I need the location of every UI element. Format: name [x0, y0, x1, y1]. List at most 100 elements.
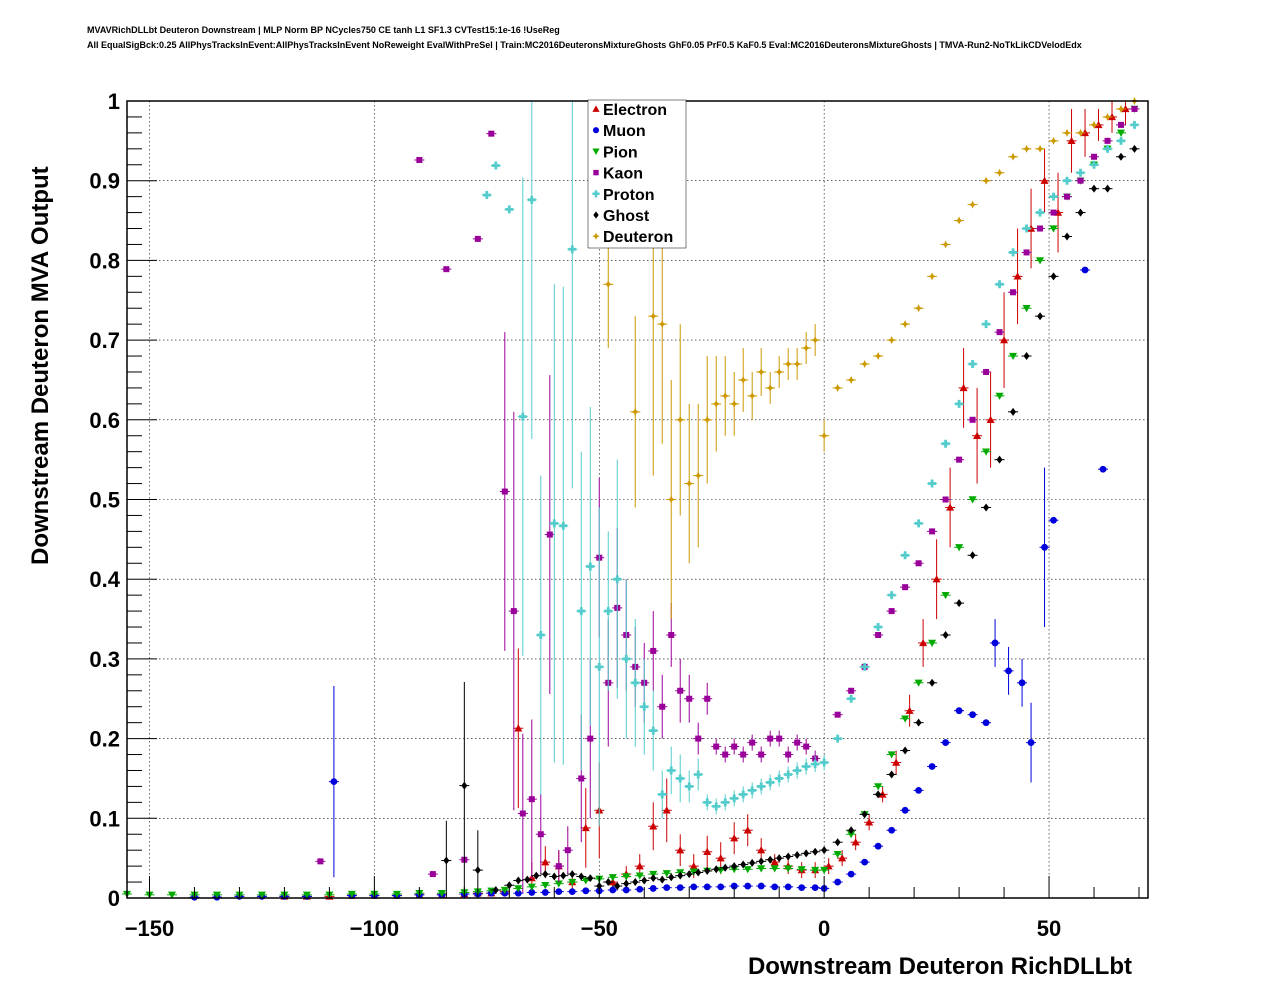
- data-point: [482, 191, 491, 200]
- data-point: [641, 876, 648, 885]
- data-point: [991, 639, 999, 647]
- data-point: [658, 790, 667, 799]
- data-point: [518, 412, 527, 421]
- data-point: [578, 872, 585, 881]
- data-point: [749, 739, 756, 746]
- data-point: [650, 874, 657, 883]
- data-point: [659, 875, 666, 884]
- data-point: [1091, 184, 1098, 193]
- data-point: [851, 838, 860, 846]
- data-point: [1037, 225, 1044, 232]
- data-point: [812, 847, 819, 856]
- data-point: [662, 806, 671, 814]
- data-point: [811, 760, 820, 769]
- data-point: [784, 883, 792, 891]
- data-point: [802, 344, 811, 353]
- axis-tick-labels: −150 −100 −50 0 50 0 0.1 0.2 0.3 0.4 0.5 0.6 0.7 0.8 0…: [89, 89, 1061, 941]
- data-point: [568, 888, 576, 896]
- data-point: [461, 781, 468, 790]
- data-point: [554, 880, 563, 888]
- data-point: [587, 874, 594, 883]
- y-tick-label: 0.9: [89, 169, 120, 194]
- data-point: [959, 383, 968, 392]
- legend-marker-deuteron: [592, 232, 600, 240]
- data-point: [929, 528, 936, 535]
- data-point: [739, 790, 748, 799]
- data-point: [514, 885, 523, 893]
- data-point: [744, 882, 752, 890]
- data-point: [848, 687, 855, 694]
- data-point: [703, 847, 712, 855]
- data-point: [1099, 465, 1107, 473]
- data-point: [721, 391, 730, 400]
- data-point: [861, 858, 869, 866]
- data-point: [770, 858, 779, 866]
- data-point: [631, 678, 640, 687]
- data-point: [928, 639, 937, 647]
- data-point: [560, 871, 567, 880]
- data-point: [740, 751, 747, 758]
- data-point: [623, 879, 630, 888]
- data-point: [1076, 168, 1085, 177]
- data-point: [860, 360, 869, 369]
- data-point: [798, 884, 806, 892]
- data-point: [811, 866, 820, 875]
- data-point: [703, 415, 712, 424]
- data-point: [915, 787, 923, 794]
- data-point: [811, 336, 820, 345]
- data-point: [757, 865, 766, 873]
- data-point: [874, 783, 883, 791]
- data-point: [996, 455, 1003, 464]
- data-point: [1131, 105, 1138, 112]
- data-point: [1130, 120, 1139, 129]
- data-point: [1103, 144, 1112, 153]
- series-proton: [481, 101, 1140, 827]
- y-tick-label: 0.2: [89, 727, 120, 752]
- data-point: [551, 872, 558, 881]
- data-point: [874, 623, 883, 632]
- data-point: [1049, 225, 1058, 233]
- data-point: [1022, 144, 1031, 153]
- data-point: [757, 846, 766, 854]
- data-point: [505, 205, 514, 214]
- data-point: [784, 865, 793, 873]
- data-point: [689, 862, 698, 870]
- data-point: [524, 875, 531, 884]
- data-point: [1064, 193, 1071, 200]
- axis-ticks: [127, 100, 1140, 899]
- data-point: [821, 846, 828, 855]
- data-point: [914, 519, 923, 528]
- data-point: [730, 794, 739, 803]
- data-point: [713, 743, 720, 750]
- data-point: [968, 200, 977, 209]
- legend-box: [587, 99, 687, 249]
- data-point: [1022, 224, 1031, 233]
- data-point: [874, 352, 883, 361]
- data-point: [1010, 289, 1017, 296]
- data-point: [1037, 312, 1044, 321]
- data-point: [1040, 176, 1049, 184]
- data-point: [928, 272, 937, 281]
- data-point: [676, 415, 685, 424]
- data-point: [968, 496, 977, 504]
- x-tick-label: −100: [350, 916, 400, 941]
- data-point: [1104, 184, 1111, 193]
- data-point: [1063, 128, 1072, 137]
- data-point: [595, 662, 604, 671]
- data-point: [492, 886, 499, 895]
- x-axis-label: Downstream Deuteron RichDLLbt: [748, 953, 1132, 980]
- data-point: [1117, 129, 1126, 137]
- data-point: [1131, 144, 1138, 153]
- data-point: [748, 786, 757, 795]
- data-point: [820, 431, 829, 440]
- data-point: [833, 850, 842, 859]
- data-point: [676, 846, 685, 854]
- data-point: [942, 630, 949, 639]
- data-point: [667, 766, 676, 775]
- data-point: [847, 831, 856, 839]
- data-point: [929, 678, 936, 687]
- data-point: [1118, 121, 1125, 128]
- data-point: [541, 882, 550, 890]
- series-electron: [279, 101, 1131, 900]
- data-point: [695, 735, 702, 742]
